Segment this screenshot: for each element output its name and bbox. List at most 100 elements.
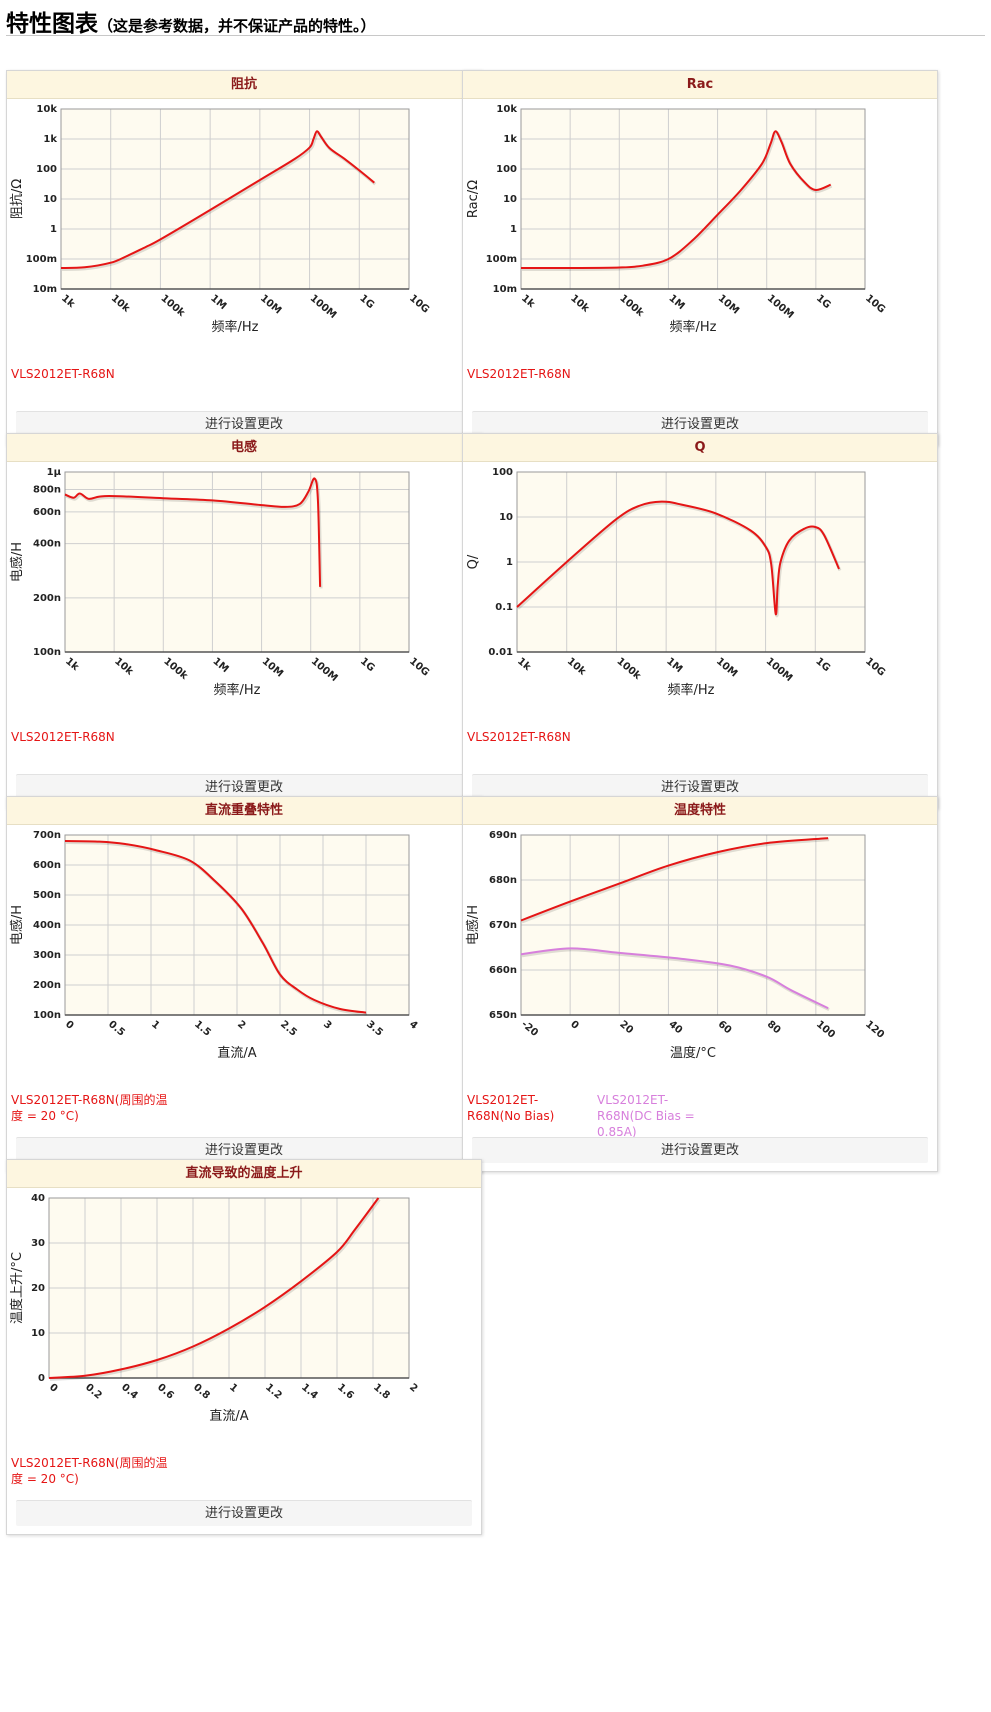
series-shadow [521, 838, 830, 924]
x-axis-title: 频率/Hz [668, 682, 715, 698]
chart-area: 0 10 20 30 40 0 0.2 0.4 0.6 0.8 1 1.2 1.4 1.6 1.8 2 直流/A… [7, 1188, 481, 1443]
x-tick-label: 1k [519, 293, 537, 310]
chart-area: 100n 200n 400n 600n 800n 1μ 1k 10k 100k 1M 10M 100M… [7, 462, 481, 717]
y-tick-label: 0.1 [495, 602, 513, 613]
legend-item[interactable]: VLS2012ET-R68N [11, 730, 115, 744]
x-tick-label: 100 [814, 1019, 837, 1041]
y-axis-title: Q/ [466, 554, 481, 569]
y-axis-title: 电感/H [9, 542, 25, 582]
x-tick-label: 0.2 [83, 1382, 104, 1402]
chart-panel: Rac 10m 100m 1 10 100 1k 10k 1k 10k 100k 1M 10M 100M 1… [462, 70, 938, 446]
x-tick-label: 100k [159, 293, 187, 319]
x-tick-label: 100M [765, 293, 796, 321]
y-axis-title: 阻抗/Ω [10, 179, 25, 219]
y-tick-label: 1μ [47, 467, 62, 478]
change-settings-button[interactable]: 进行设置更改 [16, 411, 472, 437]
legend-item[interactable]: VLS2012ET-R68N(周围的温度 = 20 °C) [11, 1456, 168, 1486]
y-tick-label: 10m [33, 284, 57, 295]
x-tick-label: 1k [59, 293, 77, 310]
y-tick-label: 40 [31, 1193, 45, 1204]
panel-title: 电感 [7, 434, 481, 462]
x-tick-label: 10M [714, 656, 739, 680]
x-tick-label: 10G [407, 293, 431, 316]
legend-item[interactable]: VLS2012ET-R68N [467, 367, 571, 381]
x-tick-label: 120 [863, 1019, 886, 1041]
x-tick-label: 10G [407, 656, 431, 679]
chart-area: 10m 100m 1 10 100 1k 10k 1k 10k 100k 1M 10M 100M 1G 10… [7, 99, 481, 354]
y-tick-label: 1k [503, 134, 517, 145]
chart-panel: 直流重叠特性 100n 200n 300n 400n 500n 600n 700n 0 0.5 1 1… [6, 796, 482, 1172]
x-tick-label: 10M [260, 656, 285, 680]
y-tick-label: 700n [33, 830, 61, 841]
panel-title: 直流导致的温度上升 [7, 1160, 481, 1188]
y-tick-label: 670n [489, 920, 517, 931]
y-tick-label: 1 [506, 557, 513, 568]
x-tick-label: 1G [357, 293, 376, 311]
y-tick-label: 0 [38, 1373, 45, 1384]
chart-svg: 650n 660n 670n 680n 690n -20 0 20 40 60 80 100 120 温度… [465, 830, 886, 1061]
x-tick-label: 0 [47, 1382, 59, 1395]
page-title-note: （这是参考数据，并不保证产品的特性。） [98, 17, 376, 35]
x-tick-label: 4 [407, 1019, 419, 1032]
y-tick-label: 400n [33, 539, 61, 550]
x-tick-label: 1.5 [192, 1019, 213, 1039]
chart-svg: 10m 100m 1 10 100 1k 10k 1k 10k 100k 1M 10M 100M 1G 10… [466, 104, 887, 335]
x-tick-label: 10k [568, 293, 591, 315]
x-axis-title: 频率/Hz [214, 682, 261, 698]
x-tick-label: 1k [515, 656, 533, 673]
y-tick-label: 10 [31, 1328, 45, 1339]
legend-item[interactable]: VLS2012ET-R68N(DC Bias = 0.85A) [597, 1093, 695, 1139]
panel-title: 直流重叠特性 [7, 797, 481, 825]
series-line [64, 840, 367, 1014]
change-settings-button[interactable]: 进行设置更改 [472, 411, 928, 437]
chart-svg: 0.01 0.1 1 10 100 1k 10k 100k 1M 10M 100M 1G 10G 频率/H… [466, 467, 887, 698]
change-settings-button[interactable]: 进行设置更改 [16, 774, 472, 800]
change-settings-button[interactable]: 进行设置更改 [472, 1137, 928, 1163]
x-tick-label: -20 [519, 1019, 540, 1039]
series-line [520, 837, 829, 922]
x-tick-label: 1.6 [335, 1382, 356, 1402]
y-tick-label: 600n [33, 860, 61, 871]
y-tick-label: 300n [33, 950, 61, 961]
x-tick-label: 1G [814, 293, 833, 311]
x-tick-label: 0.8 [191, 1382, 212, 1402]
chart-area: 0.01 0.1 1 10 100 1k 10k 100k 1M 10M 100M 1G 10G 频率/H… [463, 462, 937, 717]
y-axis-title: 电感/H [9, 905, 25, 945]
change-settings-button[interactable]: 进行设置更改 [16, 1500, 472, 1526]
y-axis-title: Rac/Ω [466, 180, 481, 218]
chart-panel: 直流导致的温度上升 0 10 20 30 40 0 0.2 0.4 0.6 0.8 1 1.2 1.4 1.… [6, 1159, 482, 1535]
y-tick-label: 30 [31, 1238, 45, 1249]
y-tick-label: 100m [486, 254, 517, 265]
x-tick-label: 10k [109, 293, 132, 315]
x-tick-label: 3 [321, 1019, 333, 1032]
series-line [48, 1197, 380, 1379]
x-tick-label: 80 [765, 1019, 783, 1036]
y-tick-label: 10k [496, 104, 517, 115]
chart-area: 100n 200n 300n 400n 500n 600n 700n 0 0.5 1 1.5 2 2.5… [7, 825, 481, 1080]
x-tick-label: 1.4 [299, 1382, 320, 1402]
legend-item[interactable]: VLS2012ET-R68N(No Bias) [467, 1093, 555, 1123]
y-tick-label: 10 [499, 512, 513, 523]
legend-item[interactable]: VLS2012ET-R68N [467, 730, 571, 744]
x-tick-label: 2 [235, 1019, 247, 1032]
title-divider [6, 35, 985, 36]
y-tick-label: 1 [510, 224, 517, 235]
x-tick-label: 0 [63, 1019, 75, 1032]
change-settings-button[interactable]: 进行设置更改 [16, 1137, 472, 1163]
chart-svg: 100n 200n 300n 400n 500n 600n 700n 0 0.5 1 1.5 2 2.5… [9, 830, 420, 1061]
x-tick-label: 1 [227, 1382, 239, 1395]
x-tick-label: 0 [568, 1019, 580, 1032]
legend-item[interactable]: VLS2012ET-R68N(周围的温度 = 20 °C) [11, 1093, 168, 1123]
legend-item[interactable]: VLS2012ET-R68N [11, 367, 115, 381]
y-tick-label: 20 [31, 1283, 45, 1294]
x-tick-label: 100k [161, 656, 189, 682]
x-tick-label: 60 [716, 1019, 734, 1036]
x-tick-label: 0.5 [106, 1019, 127, 1039]
x-tick-label: 2.5 [278, 1019, 299, 1039]
x-tick-label: 1 [149, 1019, 161, 1032]
chart-legend: VLS2012ET-R68N(周围的温度 = 20 °C) [11, 1092, 477, 1134]
y-tick-label: 100 [36, 164, 57, 175]
change-settings-button[interactable]: 进行设置更改 [472, 774, 928, 800]
panel-title: 温度特性 [463, 797, 937, 825]
x-tick-label: 1k [63, 656, 81, 673]
